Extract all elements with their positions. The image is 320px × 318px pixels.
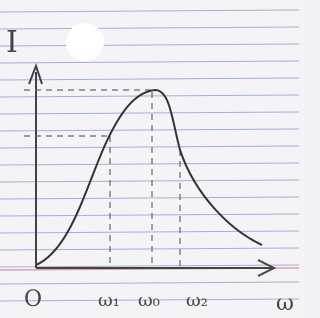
y-axis-label: I (6, 25, 18, 60)
page: {"labels": {"y_axis": "I", "origin": "O"… (0, 0, 299, 318)
omega0-label: ω₀ (138, 290, 160, 311)
origin-label: O (24, 287, 42, 312)
omega2-label: ω₂ (186, 290, 208, 311)
x-axis-label: ω (276, 291, 294, 316)
glare-spot (66, 23, 104, 61)
diagram: I O ω₁ ω₀ ω₂ ω (0, 0, 299, 318)
omega1-label: ω₁ (98, 290, 120, 311)
